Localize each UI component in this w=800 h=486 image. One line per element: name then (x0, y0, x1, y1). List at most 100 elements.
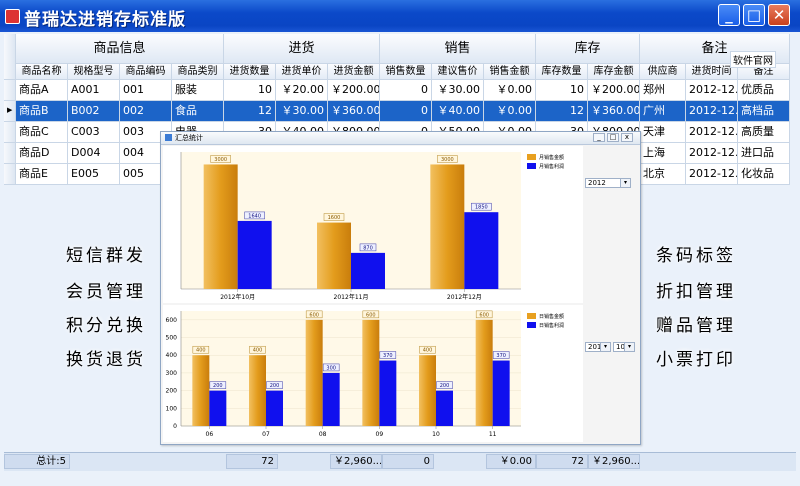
table-cell[interactable]: 优质品 (738, 80, 790, 101)
column-header-4[interactable]: 进货数量 (224, 64, 276, 80)
table-cell[interactable]: ￥40.00 (432, 101, 484, 122)
group-header-0[interactable]: 商品信息 (16, 34, 224, 64)
table-cell[interactable]: B002 (68, 101, 120, 122)
column-header-12[interactable]: 供应商 (640, 64, 686, 80)
table-cell[interactable]: 0 (380, 80, 432, 101)
table-cell[interactable]: 001 (120, 80, 172, 101)
row-selector[interactable] (4, 80, 16, 101)
table-cell[interactable]: 广州 (640, 101, 686, 122)
table-cell[interactable]: ￥0.00 (484, 80, 536, 101)
column-header-7[interactable]: 销售数量 (380, 64, 432, 80)
table-cell[interactable]: 进口品 (738, 143, 790, 164)
column-header-2[interactable]: 商品编码 (120, 64, 172, 80)
chart2-year-select[interactable]: 2012 ▾ (585, 342, 611, 352)
table-cell[interactable]: 高档品 (738, 101, 790, 122)
maximize-icon: □ (746, 6, 762, 24)
data-label-box (359, 243, 377, 252)
table-cell[interactable]: 商品E (16, 164, 68, 185)
table-cell[interactable]: 服装 (172, 80, 224, 101)
column-header-13[interactable]: 进货时间 (686, 64, 738, 80)
bar (237, 220, 272, 289)
data-label-box (322, 363, 340, 372)
group-header-3[interactable]: 库存 (536, 34, 640, 64)
row-selector[interactable] (4, 143, 16, 164)
column-header-8[interactable]: 建议售价 (432, 64, 484, 80)
table-cell[interactable]: 12 (224, 101, 276, 122)
table-cell[interactable]: D004 (68, 143, 120, 164)
table-cell[interactable]: 2012-12... (686, 122, 738, 143)
data-label: 370 (496, 353, 506, 359)
column-header-0[interactable]: 商品名称 (16, 64, 68, 80)
table-cell[interactable]: 郑州 (640, 80, 686, 101)
table-row[interactable]: 商品A A001 001 服装 10 ￥20.00 ￥200.00 0 ￥30.00 ￥0.00 1… (4, 80, 796, 101)
total-sales-amount: ￥0.00 (486, 454, 536, 469)
table-cell[interactable]: 0 (380, 101, 432, 122)
table-cell[interactable]: 003 (120, 122, 172, 143)
group-header-2[interactable]: 销售 (380, 34, 536, 64)
table-cell[interactable]: 2012-12... (686, 101, 738, 122)
table-cell[interactable]: 10 (536, 80, 588, 101)
data-label-box (249, 345, 266, 354)
table-cell[interactable]: ￥200.00 (588, 80, 640, 101)
chart-maximize-button[interactable]: □ (607, 133, 619, 142)
table-cell[interactable]: 005 (120, 164, 172, 185)
row-selector[interactable] (4, 122, 16, 143)
table-cell[interactable]: 上海 (640, 143, 686, 164)
column-header-1[interactable]: 规格型号 (68, 64, 120, 80)
data-label: 870 (363, 245, 373, 251)
table-cell[interactable]: A001 (68, 80, 120, 101)
chart1-year-select[interactable]: 2012 ▾ (585, 178, 631, 188)
y-tick-label: 600 (166, 317, 178, 324)
column-header-9[interactable]: 销售金额 (484, 64, 536, 80)
table-cell[interactable]: 高质量 (738, 122, 790, 143)
column-header-3[interactable]: 商品类别 (172, 64, 224, 80)
chart-close-button[interactable]: x (621, 133, 633, 142)
table-cell[interactable]: 12 (536, 101, 588, 122)
table-cell[interactable]: ￥360.00 (588, 101, 640, 122)
table-cell[interactable]: 商品D (16, 143, 68, 164)
data-label-box (209, 381, 227, 389)
row-selector[interactable]: ▶ (4, 101, 16, 122)
chart-minimize-button[interactable]: _ (593, 133, 605, 142)
table-cell[interactable]: ￥200.00 (328, 80, 380, 101)
table-cell[interactable]: E005 (68, 164, 120, 185)
table-cell[interactable]: ￥20.00 (276, 80, 328, 101)
maximize-button[interactable]: □ (743, 4, 765, 26)
column-header-11[interactable]: 库存金额 (588, 64, 640, 80)
table-cell[interactable]: 002 (120, 101, 172, 122)
column-header-6[interactable]: 进货金额 (328, 64, 380, 80)
row-selector[interactable] (4, 164, 16, 185)
table-cell[interactable]: 2012-12... (686, 164, 738, 185)
table-cell[interactable]: ￥0.00 (484, 101, 536, 122)
table-cell[interactable]: 商品A (16, 80, 68, 101)
table-cell[interactable]: 2012-12... (686, 80, 738, 101)
table-cell[interactable]: 商品C (16, 122, 68, 143)
row-selector-header (4, 34, 16, 80)
table-cell[interactable]: C003 (68, 122, 120, 143)
summary-chart-window[interactable]: 汇总统计 _ □ x 3000 1640 2012年10月 1600 870 2012年1… (160, 131, 641, 445)
table-cell[interactable]: 食品 (172, 101, 224, 122)
table-cell[interactable]: 2012-12... (686, 143, 738, 164)
chart-window-title: 汇总统计 (175, 134, 203, 142)
table-cell[interactable]: 北京 (640, 164, 686, 185)
table-cell[interactable]: 商品B (16, 101, 68, 122)
feature-points: 积分兑换 (66, 316, 146, 336)
chevron-down-icon: ▾ (600, 343, 610, 351)
table-cell[interactable]: 10 (224, 80, 276, 101)
minimize-button[interactable]: _ (718, 4, 740, 26)
group-header-1[interactable]: 进货 (224, 34, 380, 64)
table-cell[interactable]: 天津 (640, 122, 686, 143)
column-header-10[interactable]: 库存数量 (536, 64, 588, 80)
close-button[interactable]: ✕ (768, 4, 790, 26)
current-row-icon: ▶ (7, 106, 13, 114)
chart2-month-select[interactable]: 10 ▾ (613, 342, 635, 352)
column-header-14[interactable]: 备注 (738, 64, 790, 80)
app-icon[interactable] (5, 9, 20, 24)
table-cell[interactable]: ￥30.00 (432, 80, 484, 101)
table-cell[interactable]: ￥30.00 (276, 101, 328, 122)
table-cell[interactable]: ￥360.00 (328, 101, 380, 122)
table-cell[interactable]: 化妆品 (738, 164, 790, 185)
table-row[interactable]: ▶ 商品B B002 002 食品 12 ￥30.00 ￥360.00 0 ￥40.00 ￥0.00… (4, 101, 796, 122)
legend-label: 月销售金额 (539, 154, 564, 161)
column-header-5[interactable]: 进货单价 (276, 64, 328, 80)
